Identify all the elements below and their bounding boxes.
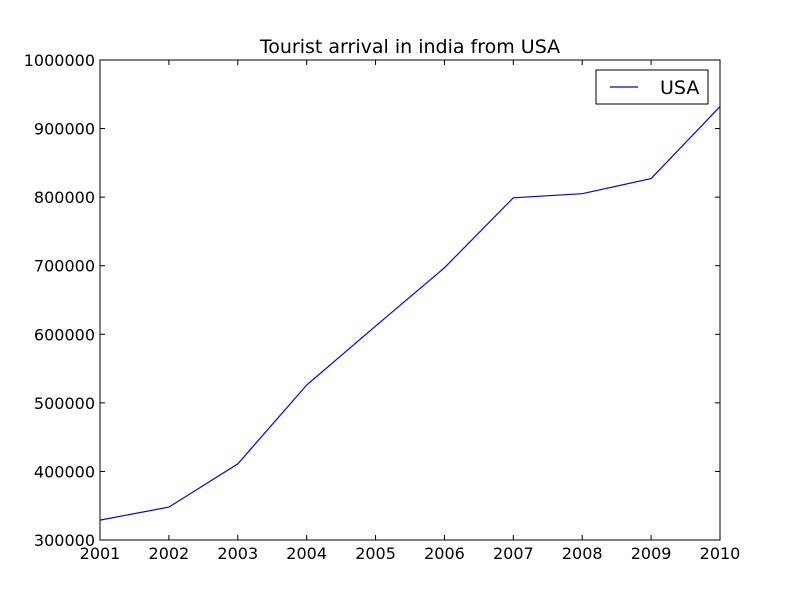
legend: USA: [595, 69, 709, 105]
y-axis: 300000 400000 500000 600000 700000 800000 9000…: [24, 51, 720, 550]
x-tick-label: 2008: [562, 544, 603, 563]
chart-title: Tourist arrival in india from USA: [259, 36, 560, 58]
series-line-usa: [99, 106, 721, 521]
legend-label: USA: [660, 77, 699, 99]
x-tick-label: 2007: [493, 544, 534, 563]
plot-area: [99, 59, 721, 541]
y-tick-label: 900000: [34, 120, 95, 139]
x-axis: 2001 2002 2003 2004 2005 2006 2007 2008 2009 2010: [80, 60, 741, 563]
y-tick-label: 600000: [34, 325, 95, 344]
y-tick-label: 400000: [34, 462, 95, 481]
x-tick-label: 2006: [424, 544, 465, 563]
series-layer: [99, 106, 721, 521]
y-tick-label: 1000000: [24, 51, 95, 70]
x-tick-label: 2001: [80, 544, 121, 563]
x-tick-label: 2005: [355, 544, 396, 563]
y-tick-label: 700000: [34, 257, 95, 276]
x-tick-label: 2003: [217, 544, 258, 563]
x-tick-label: 2004: [286, 544, 327, 563]
x-tick-label: 2010: [700, 544, 741, 563]
y-tick-label: 800000: [34, 188, 95, 207]
y-tick-label: 300000: [34, 531, 95, 550]
y-tick-label: 500000: [34, 394, 95, 413]
x-tick-label: 2002: [149, 544, 190, 563]
x-tick-label: 2009: [631, 544, 672, 563]
